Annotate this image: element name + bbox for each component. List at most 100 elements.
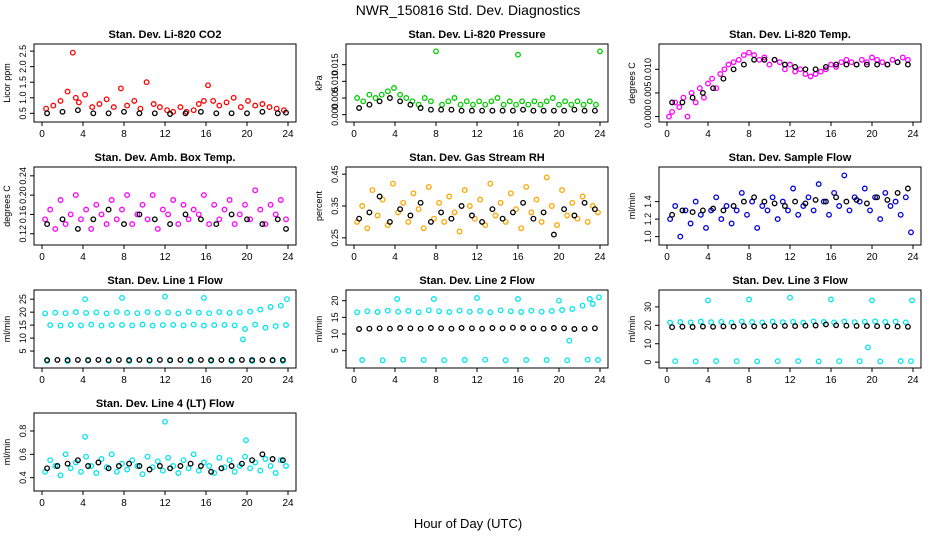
x-tick-label: 4 [392,129,398,140]
data-point [761,54,768,61]
data-point [386,95,393,101]
panel-title: Stan. Dev. Line 2 Flow [419,275,535,287]
data-point [226,197,233,203]
plot-frame [658,289,922,369]
y-axis-label: ml/min [314,316,324,343]
data-point [533,196,540,203]
data-point [531,98,538,105]
data-point [98,456,105,462]
data-point [105,357,112,364]
data-point [103,96,110,103]
data-point [559,307,566,313]
data-point [761,198,768,205]
data-point [884,323,891,330]
data-point [105,465,112,472]
data-point [354,309,361,316]
data-point [438,106,445,113]
data-point [697,318,704,325]
data-point [744,211,750,218]
data-point [499,215,506,222]
data-point [108,451,115,458]
data-series [356,324,598,332]
data-point [218,465,225,472]
data-point [129,322,136,329]
panel-title: Stan. Dev. Line 4 (LT) Flow [96,398,235,410]
data-point [103,310,110,317]
data-point [843,61,850,68]
data-point [74,356,81,363]
data-point [77,468,84,475]
data-point [221,464,228,471]
data-point [589,301,596,307]
y-tick-label: 1.0 [18,92,28,105]
data-point [591,107,598,114]
data-series [44,356,286,364]
data-point [167,357,174,364]
data-point [364,225,371,232]
y-tick-label: 10 [18,333,28,343]
data-point [182,110,189,117]
data-point [802,200,809,207]
x-tick-label: 20 [553,375,565,386]
data-point [283,109,289,116]
data-point [85,357,92,364]
data-point [436,199,443,206]
data-point [231,322,238,329]
data-point [908,358,914,365]
data-point [528,307,535,314]
data-point [252,102,259,109]
data-point [436,308,443,315]
data-point [82,296,89,303]
data-point [59,216,66,223]
data-point [877,358,884,365]
data-point [190,451,197,458]
data-point [119,321,125,328]
data-point [69,49,76,56]
x-tick-label: 8 [121,498,127,509]
data-point [376,193,383,200]
data-point [213,221,220,228]
data-point [98,211,105,218]
data-point [805,194,812,201]
data-point [894,189,901,196]
data-point [395,308,402,315]
data-point [417,325,424,332]
data-point [874,61,881,68]
data-point [67,321,74,328]
data-point [95,356,102,363]
y-tick-label: 1.2 [643,213,653,226]
data-point [430,296,437,302]
data-point [761,56,768,63]
data-point [52,309,59,316]
data-point [669,108,676,115]
data-point [499,107,506,114]
x-tick-label: 24 [907,252,919,263]
y-tick-label: 0.16 [18,206,28,224]
plot-frame [658,166,922,246]
y-tick-label: 0.25 [330,229,340,247]
data-point [506,98,513,105]
y-tick-label: 1.0 [643,230,653,243]
data-point [223,99,230,106]
x-tick-label: 20 [241,129,253,140]
data-point [407,212,414,219]
data-point [262,221,269,228]
data-point [730,323,737,330]
x-tick-label: 16 [825,129,837,140]
data-point [863,323,870,330]
data-point [391,85,397,91]
data-point [156,104,163,111]
data-point [259,356,266,363]
data-point [528,209,535,216]
data-point [718,216,725,223]
data-point [579,193,586,200]
x-tick-label: 8 [746,129,752,140]
data-point [156,356,163,363]
x-tick-label: 4 [80,375,86,386]
data-point [566,337,573,344]
data-point [700,94,707,101]
data-point [499,325,506,332]
x-tick-label: 8 [433,375,439,386]
data-point [44,110,51,117]
data-point [195,309,202,316]
